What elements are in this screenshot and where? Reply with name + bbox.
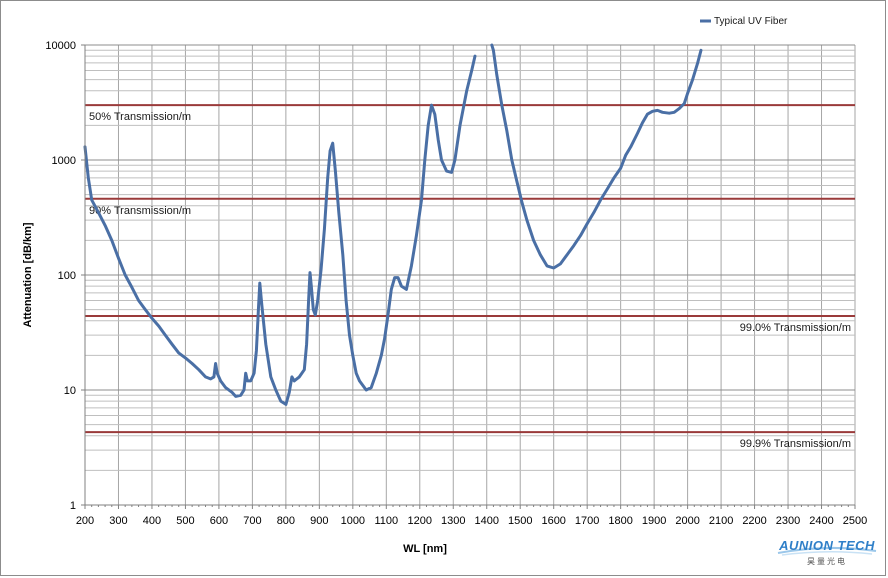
x-tick-label: 2300 <box>776 515 800 527</box>
y-axis-title: Attenuation [dB/km] <box>22 222 34 327</box>
x-tick-label: 600 <box>210 515 228 527</box>
x-tick-label: 500 <box>176 515 194 527</box>
x-tick-label: 900 <box>310 515 328 527</box>
series-layer <box>83 43 703 406</box>
x-tick-label: 2200 <box>742 515 766 527</box>
legend: Typical UV Fiber <box>700 16 788 27</box>
y-tick-label: 1 <box>70 500 76 512</box>
x-tick-label: 1900 <box>642 515 666 527</box>
x-tick-label: 1100 <box>374 515 398 527</box>
x-tick-label: 2100 <box>709 515 733 527</box>
y-tick-label: 10 <box>64 385 76 397</box>
x-tick-label: 2400 <box>809 515 833 527</box>
y-tick-label: 10000 <box>45 40 76 52</box>
x-tick-label: 1300 <box>441 515 465 527</box>
logo-subtitle: 昊量光电 <box>807 557 847 566</box>
x-tick-label: 800 <box>277 515 295 527</box>
logo-swoosh <box>777 546 877 556</box>
reference-lines: 50% Transmission/m 90% Transmission/m 99.0… <box>85 104 855 450</box>
grid-lines <box>84 44 856 506</box>
x-tick-label: 400 <box>143 515 161 527</box>
axes: 200 300 400 500 600 700 800 900 1000 1100 1200 1300… <box>45 40 867 527</box>
legend-label: Typical UV Fiber <box>714 16 788 27</box>
x-axis-title: WL [nm] <box>403 543 447 555</box>
logo-name: AUNION TECH <box>779 538 875 553</box>
x-tick-label: 1600 <box>541 515 565 527</box>
x-tick-label: 1000 <box>341 515 365 527</box>
x-tick-label: 1200 <box>408 515 432 527</box>
x-tick-label: 2500 <box>843 515 867 527</box>
x-tick-label: 1700 <box>575 515 599 527</box>
x-tick-label: 700 <box>243 515 261 527</box>
reference-line-label: 50% Transmission/m <box>89 111 191 123</box>
x-tick-label: 300 <box>109 515 127 527</box>
reference-line-label: 90% Transmission/m <box>89 205 191 217</box>
reference-line-label: 99.9% Transmission/m <box>740 438 851 450</box>
x-tick-label: 1400 <box>474 515 498 527</box>
series-line <box>83 54 477 406</box>
brand-logo: AUNION TECH 昊量光电 <box>772 536 882 572</box>
y-tick-label: 1000 <box>52 155 76 167</box>
reference-line-label: 99.0% Transmission/m <box>740 322 851 334</box>
series-line <box>490 43 703 270</box>
x-tick-label: 2000 <box>675 515 699 527</box>
x-tick-label: 1500 <box>508 515 532 527</box>
y-tick-label: 100 <box>58 270 76 282</box>
x-tick-label: 200 <box>76 515 94 527</box>
x-tick-label: 1800 <box>608 515 632 527</box>
